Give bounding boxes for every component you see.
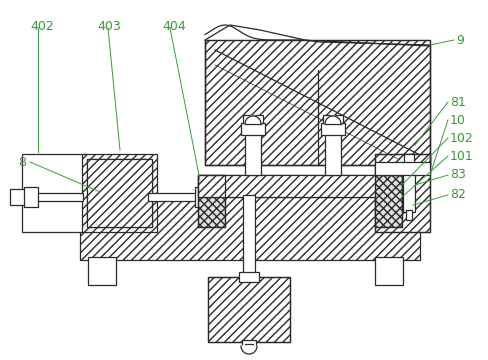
Bar [24, 187, 38, 207]
Bar [321, 123, 345, 135]
Bar [198, 175, 398, 197]
Bar [28, 193, 83, 201]
Bar [195, 187, 209, 207]
Bar [22, 154, 87, 232]
Bar [404, 154, 414, 172]
Bar [82, 154, 157, 232]
Bar [245, 123, 261, 175]
Polygon shape [198, 175, 225, 227]
Bar [205, 40, 430, 165]
Polygon shape [325, 116, 341, 124]
Bar [148, 193, 206, 201]
Polygon shape [241, 346, 257, 354]
Text: 8: 8 [18, 156, 26, 168]
Text: 9: 9 [456, 33, 464, 46]
Bar [406, 210, 412, 220]
Bar [375, 154, 430, 232]
Text: 404: 404 [162, 20, 186, 33]
Bar [205, 40, 430, 165]
Text: 403: 403 [97, 20, 121, 33]
Bar [208, 277, 290, 342]
Bar [375, 175, 402, 227]
Text: 101: 101 [450, 149, 474, 162]
Bar [403, 172, 415, 212]
Bar [375, 162, 430, 175]
Bar [87, 159, 152, 227]
Text: 402: 402 [30, 20, 54, 33]
Bar [245, 344, 253, 352]
Text: 82: 82 [450, 189, 466, 202]
Bar [325, 123, 341, 175]
Text: 102: 102 [450, 131, 474, 144]
Polygon shape [245, 116, 261, 124]
Text: 81: 81 [450, 95, 466, 108]
Polygon shape [375, 175, 402, 227]
Bar [10, 189, 28, 205]
Bar [198, 175, 225, 227]
Bar [239, 272, 259, 282]
Bar [241, 123, 265, 135]
Bar [375, 154, 430, 232]
Bar [375, 257, 403, 285]
Bar [87, 159, 152, 227]
Bar [323, 115, 343, 123]
Bar [243, 115, 263, 123]
Bar [243, 195, 255, 275]
Bar [242, 340, 256, 346]
Bar [80, 195, 420, 260]
Bar [198, 175, 398, 197]
Text: 10: 10 [450, 113, 466, 126]
Bar [88, 257, 116, 285]
Bar [208, 277, 290, 342]
Text: 83: 83 [450, 168, 466, 181]
